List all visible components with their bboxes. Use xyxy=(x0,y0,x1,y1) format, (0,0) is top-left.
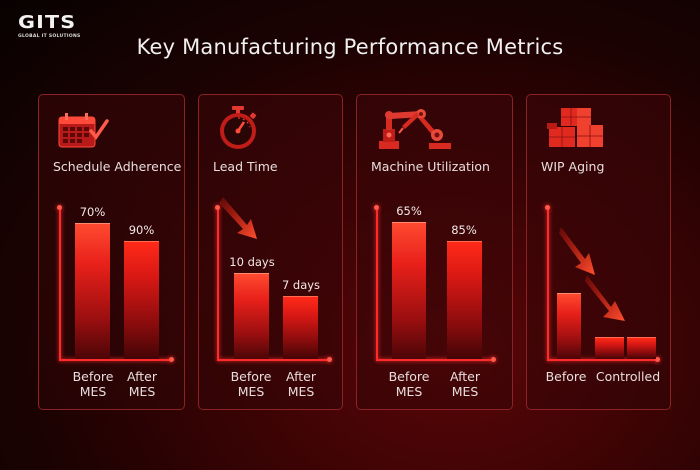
panel-lead-time: Lead Time 10 days 7 days Before MES Afte… xyxy=(198,94,343,410)
category-line: MES xyxy=(287,384,315,399)
bar-chart: 70% 90% Before MES After MES xyxy=(39,95,184,409)
panel-schedule-adherence: Schedule Adherence 70% 90% Before MES Af… xyxy=(38,94,185,410)
bar-value-label: 70% xyxy=(79,205,106,219)
category-label: Controlled xyxy=(595,369,661,384)
bar-chart: 65% 85% Before MES After MES xyxy=(357,95,512,409)
down-arrow-icon xyxy=(559,227,595,275)
down-arrow-icon xyxy=(585,275,625,321)
bar-before xyxy=(75,223,110,359)
category-line: After xyxy=(126,369,158,384)
y-axis xyxy=(376,208,378,360)
category-label: After MES xyxy=(271,369,331,399)
category-line: MES xyxy=(128,384,156,399)
axis-dot xyxy=(374,205,379,210)
category-line: MES xyxy=(237,384,265,399)
x-axis xyxy=(547,359,659,361)
axis-dot xyxy=(57,205,62,210)
stacked-boxes-icon xyxy=(547,108,603,147)
company-logo: GITS GLOBAL IT SOLUTIONS xyxy=(18,14,81,40)
category-label: Before MES xyxy=(379,369,439,399)
bar-before xyxy=(557,293,581,359)
category-line: Before xyxy=(230,369,272,384)
category-label: After MES xyxy=(435,369,495,399)
bar-value-label: 65% xyxy=(396,204,422,218)
y-axis xyxy=(547,208,549,360)
axis-dot xyxy=(655,357,660,362)
x-axis xyxy=(59,359,172,361)
bar-after xyxy=(283,296,318,359)
panel-title: Lead Time xyxy=(213,159,278,174)
bar-value-label: 10 days xyxy=(229,255,275,269)
category-label: Before MES xyxy=(221,369,281,399)
down-arrow-icon xyxy=(219,197,257,239)
category-line: MES xyxy=(395,384,423,399)
axis-dot xyxy=(215,205,220,210)
panel-wip-aging: WIP Aging Before Controlled xyxy=(526,94,671,410)
x-axis xyxy=(376,359,494,361)
bar-controlled-1 xyxy=(595,337,624,359)
bar-chart: Before Controlled xyxy=(527,95,670,409)
category-line: MES xyxy=(451,384,479,399)
bar-after xyxy=(447,241,482,359)
category-label: After MES xyxy=(112,369,172,399)
panel-title: WIP Aging xyxy=(541,159,605,174)
panel-machine-utilization: Machine Utilization 65% 85% Before MES A… xyxy=(356,94,513,410)
y-axis xyxy=(217,208,219,360)
bar-after xyxy=(124,241,159,359)
category-label: Before xyxy=(545,369,587,384)
category-line: After xyxy=(285,369,317,384)
bar-controlled-2 xyxy=(627,337,656,359)
x-axis xyxy=(217,359,330,361)
category-label: Before MES xyxy=(63,369,123,399)
calendar-check-icon xyxy=(58,113,109,148)
bar-value-label: 85% xyxy=(451,223,477,237)
axis-dot xyxy=(491,357,496,362)
axis-dot xyxy=(169,357,174,362)
robotic-arm-icon xyxy=(379,109,451,149)
bar-chart: 10 days 7 days Before MES After MES xyxy=(199,95,342,409)
category-line: Before xyxy=(72,369,114,384)
axis-dot xyxy=(327,357,332,362)
logo-tagline: GLOBAL IT SOLUTIONS xyxy=(18,34,81,39)
panel-title: Schedule Adherence xyxy=(53,159,182,174)
y-axis xyxy=(59,208,61,360)
bar-value-label: 90% xyxy=(128,223,155,237)
category-line: Before xyxy=(388,369,430,384)
stopwatch-icon xyxy=(220,106,257,149)
category-line: MES xyxy=(79,384,107,399)
axis-dot xyxy=(545,205,550,210)
bar-before xyxy=(234,273,269,359)
category-line: After xyxy=(449,369,481,384)
panel-title: Machine Utilization xyxy=(371,159,490,174)
page-title: Key Manufacturing Performance Metrics xyxy=(136,35,564,59)
bar-before xyxy=(392,222,426,359)
logo-text: GITS xyxy=(18,12,77,33)
bar-value-label: 7 days xyxy=(281,278,321,292)
